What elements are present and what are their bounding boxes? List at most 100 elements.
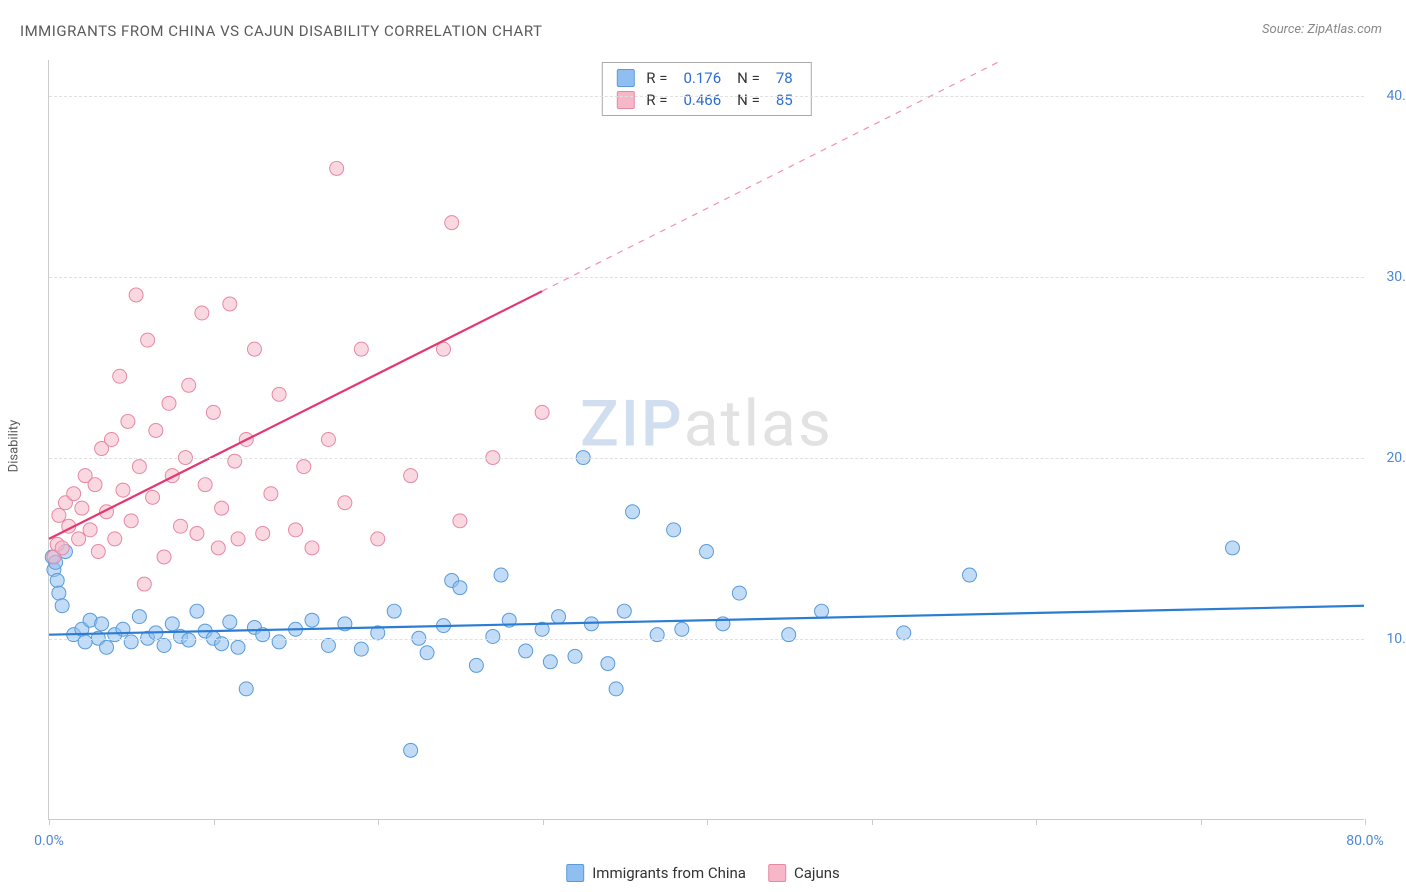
data-point-china — [494, 568, 508, 582]
plot-area: ZIPatlas R = 0.176 N = 78 R = 0.466 N = … — [48, 60, 1364, 820]
data-point-china — [700, 545, 714, 559]
data-point-china — [568, 649, 582, 663]
r-value-china: 0.176 — [683, 69, 721, 87]
series-legend: Immigrants from China Cajuns — [566, 864, 840, 882]
legend-row-cajuns: R = 0.466 N = 85 — [602, 89, 810, 111]
data-point-cajuns — [338, 496, 352, 510]
x-tick — [378, 819, 379, 825]
data-point-china — [52, 586, 66, 600]
data-point-china — [469, 658, 483, 672]
data-point-china — [815, 604, 829, 618]
data-point-cajuns — [198, 478, 212, 492]
data-point-cajuns — [88, 478, 102, 492]
chart-title: IMMIGRANTS FROM CHINA VS CAJUN DISABILIT… — [20, 22, 542, 40]
grid-line — [49, 458, 1364, 459]
data-point-cajuns — [535, 405, 549, 419]
data-point-china — [190, 604, 204, 618]
legend-label-cajuns: Cajuns — [794, 864, 840, 882]
data-point-china — [453, 581, 467, 595]
data-point-china — [675, 622, 689, 636]
data-point-china — [626, 505, 640, 519]
data-point-china — [321, 639, 335, 653]
data-point-china — [552, 610, 566, 624]
r-label: R = — [646, 69, 667, 87]
data-point-china — [420, 646, 434, 660]
data-point-cajuns — [445, 216, 459, 230]
data-point-china — [732, 586, 746, 600]
x-tick — [214, 819, 215, 825]
swatch-china — [616, 69, 634, 87]
data-point-cajuns — [121, 414, 135, 428]
y-axis-label: Disability — [7, 420, 22, 473]
data-point-cajuns — [330, 161, 344, 175]
x-tick-label: 80.0% — [1346, 833, 1384, 849]
data-point-china — [601, 657, 615, 671]
swatch-cajuns — [616, 91, 634, 109]
grid-line — [49, 639, 1364, 640]
data-point-china — [609, 682, 623, 696]
data-point-cajuns — [371, 532, 385, 546]
trend-line-china — [49, 606, 1364, 635]
n-label: N = — [737, 91, 760, 109]
data-point-china — [239, 682, 253, 696]
data-point-china — [1226, 541, 1240, 555]
data-point-cajuns — [453, 514, 467, 528]
data-point-cajuns — [215, 501, 229, 515]
data-point-cajuns — [113, 369, 127, 383]
swatch-cajuns — [768, 864, 786, 882]
data-point-cajuns — [157, 550, 171, 564]
data-point-cajuns — [321, 433, 335, 447]
data-point-cajuns — [223, 297, 237, 311]
data-point-china — [404, 743, 418, 757]
data-point-cajuns — [256, 526, 270, 540]
data-point-china — [124, 635, 138, 649]
x-tick — [1036, 819, 1037, 825]
data-point-china — [486, 629, 500, 643]
data-point-cajuns — [52, 508, 66, 522]
data-point-china — [387, 604, 401, 618]
data-point-cajuns — [146, 490, 160, 504]
correlation-legend: R = 0.176 N = 78 R = 0.466 N = 85 — [601, 62, 811, 116]
data-point-china — [165, 617, 179, 631]
data-point-china — [667, 523, 681, 537]
data-point-cajuns — [72, 532, 86, 546]
data-point-china — [231, 640, 245, 654]
data-point-cajuns — [289, 523, 303, 537]
data-point-china — [223, 615, 237, 629]
y-tick-label: 10.0% — [1374, 631, 1406, 647]
data-point-cajuns — [137, 577, 151, 591]
data-point-cajuns — [195, 306, 209, 320]
data-point-cajuns — [104, 433, 118, 447]
legend-label-china: Immigrants from China — [592, 864, 746, 882]
grid-line — [49, 96, 1364, 97]
data-point-china — [272, 635, 286, 649]
data-point-cajuns — [190, 526, 204, 540]
data-point-china — [78, 635, 92, 649]
n-label: N = — [737, 69, 760, 87]
data-point-china — [519, 644, 533, 658]
data-point-cajuns — [211, 541, 225, 555]
data-point-china — [132, 610, 146, 624]
x-tick — [707, 819, 708, 825]
x-tick — [543, 819, 544, 825]
x-tick — [1201, 819, 1202, 825]
grid-line — [49, 277, 1364, 278]
data-point-cajuns — [174, 519, 188, 533]
y-tick-label: 40.0% — [1374, 88, 1406, 104]
data-point-cajuns — [129, 288, 143, 302]
x-tick — [1365, 819, 1366, 825]
data-point-cajuns — [141, 333, 155, 347]
data-point-cajuns — [206, 405, 220, 419]
data-point-china — [354, 642, 368, 656]
data-point-cajuns — [305, 541, 319, 555]
data-point-cajuns — [108, 532, 122, 546]
data-point-china — [182, 633, 196, 647]
legend-item-china: Immigrants from China — [566, 864, 746, 882]
swatch-china — [566, 864, 584, 882]
data-point-cajuns — [55, 541, 69, 555]
data-point-china — [963, 568, 977, 582]
legend-item-cajuns: Cajuns — [768, 864, 840, 882]
legend-row-china: R = 0.176 N = 78 — [602, 67, 810, 89]
data-point-cajuns — [149, 423, 163, 437]
data-point-cajuns — [354, 342, 368, 356]
